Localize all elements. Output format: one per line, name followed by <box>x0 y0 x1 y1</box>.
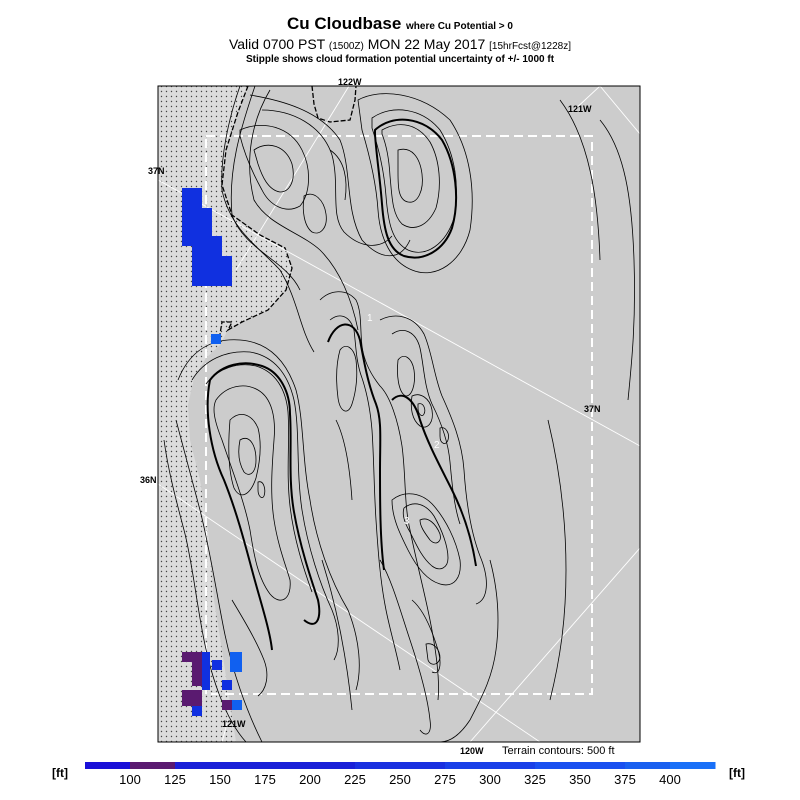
colorbar <box>85 762 716 769</box>
land-area <box>158 86 640 742</box>
valid-prefix: Valid 0700 PST <box>228 36 325 52</box>
lon-label-121w-top: 121W <box>568 104 592 114</box>
colorbar-segment <box>355 762 401 769</box>
lat-label-37n-right: 37N <box>584 404 601 414</box>
coastline <box>213 86 293 346</box>
colorbar-tick-label: 275 <box>434 772 456 787</box>
forecast-info: [15hrFcst@1228z] <box>489 41 572 52</box>
colorbar-tick-label: 100 <box>119 772 141 787</box>
valid-time-line: Valid 0700 PST (1500Z) MON 22 May 2017 [… <box>0 36 800 52</box>
terrain-contour-note: Terrain contours: 500 ft <box>502 745 615 757</box>
colorbar-segment <box>445 762 491 769</box>
colorbar-tick-label: 250 <box>389 772 411 787</box>
map-title: Cu Cloudbase where Cu Potential > 0 <box>0 14 800 34</box>
subtitle: Stipple shows cloud formation potential … <box>245 54 555 65</box>
contour-label-3: 3 <box>404 516 410 527</box>
colorbar-segment <box>220 762 266 769</box>
colorbar-segment <box>580 762 626 769</box>
colorbar-unit-right: [ft] <box>729 766 745 780</box>
map-frame <box>157 85 641 743</box>
inner-domain-box <box>205 135 593 695</box>
lat-label-36n: 36N <box>140 475 157 485</box>
contour-label-1: 1 <box>367 313 373 324</box>
colorbar-tick-label: 300 <box>479 772 501 787</box>
lon-label-121w-bottom: 121W <box>222 719 246 729</box>
colorbar-segment <box>130 762 176 769</box>
valid-zulu: (1500Z) <box>328 41 364 52</box>
cloudbase-cells-south <box>182 652 242 716</box>
colorbar-segment <box>85 762 131 769</box>
colorbar-tick-label: 125 <box>164 772 186 787</box>
colorbar-segment <box>670 762 716 769</box>
colorbar-segment <box>400 762 446 769</box>
bold-terrain-contours <box>206 118 477 651</box>
title-text: Cu Cloudbase <box>286 14 402 33</box>
terrain-contours <box>163 86 635 742</box>
colorbar-tick-label: 175 <box>254 772 276 787</box>
colorbar-tick-label: 400 <box>659 772 681 787</box>
lon-label-122w: 122W <box>338 77 362 87</box>
colorbar-unit-left: [ft] <box>52 766 68 780</box>
title-note: where Cu Potential > 0 <box>406 21 513 32</box>
colorbar-segment <box>265 762 311 769</box>
colorbar-segment <box>625 762 671 769</box>
coastline-north <box>311 86 357 123</box>
cloudbase-cells-north <box>182 188 232 286</box>
colorbar-segment <box>310 762 356 769</box>
colorbar-segment <box>175 762 221 769</box>
colorbar-tick-label: 375 <box>614 772 636 787</box>
colorbar-tick-label: 225 <box>344 772 366 787</box>
colorbar-tick-label: 150 <box>209 772 231 787</box>
valid-date: MON 22 May 2017 <box>367 36 486 52</box>
colorbar-tick-label: 200 <box>299 772 321 787</box>
colorbar-segment <box>535 762 581 769</box>
colorbar-segment <box>490 762 536 769</box>
colorbar-tick-label: 350 <box>569 772 591 787</box>
uncertainty-stipple-area <box>158 86 292 742</box>
lon-label-120w: 120W <box>460 746 484 756</box>
cloudbase-cell-mid <box>211 334 221 344</box>
lat-label-37n-left: 37N <box>148 166 165 176</box>
colorbar-tick-label: 325 <box>524 772 546 787</box>
contour-label-2: 2 <box>434 440 440 451</box>
